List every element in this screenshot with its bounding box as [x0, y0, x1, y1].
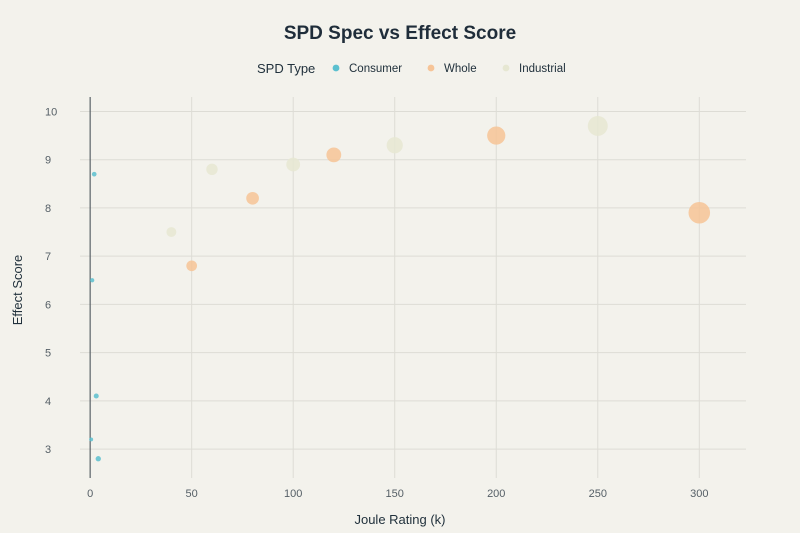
point-whole [688, 201, 711, 224]
y-tick-label: 8 [45, 203, 51, 215]
legend-marker-industrial [502, 64, 510, 72]
y-tick-label: 3 [45, 444, 51, 456]
y-tick-label: 4 [45, 396, 51, 408]
data-points [89, 115, 711, 462]
x-tick-label: 100 [284, 488, 302, 500]
legend-title: SPD Type [257, 61, 315, 76]
point-industrial [166, 227, 177, 237]
x-tick-label: 0 [87, 488, 93, 500]
y-tick-label: 10 [45, 106, 57, 118]
point-consumer [90, 278, 95, 283]
legend: SPD Type Consumer Whole Industrial [257, 61, 566, 76]
point-industrial [206, 163, 218, 176]
legend-label-whole: Whole [444, 63, 477, 75]
legend-marker-consumer [332, 64, 340, 72]
x-tick-label: 200 [487, 488, 505, 500]
legend-label-industrial: Industrial [519, 63, 566, 75]
point-whole [487, 126, 506, 145]
x-axis-label: Joule Rating (k) [354, 512, 445, 527]
point-industrial [587, 115, 608, 136]
point-consumer [95, 456, 101, 462]
legend-label-consumer: Consumer [349, 63, 402, 75]
point-consumer [91, 171, 97, 177]
y-axis-label: Effect Score [10, 255, 25, 326]
y-tick-label: 5 [45, 348, 51, 360]
x-tick-label: 50 [186, 488, 198, 500]
y-tick-label: 6 [45, 299, 51, 311]
legend-marker-whole [427, 64, 435, 72]
x-tick-label: 250 [589, 488, 607, 500]
chart-title: SPD Spec vs Effect Score [284, 23, 516, 44]
point-whole [246, 191, 259, 205]
y-tick-label: 7 [45, 251, 51, 263]
x-tick-label: 150 [386, 488, 404, 500]
point-consumer [93, 393, 99, 399]
point-industrial [286, 157, 301, 172]
point-whole [326, 147, 342, 163]
point-consumer [89, 437, 94, 442]
y-tick-label: 9 [45, 155, 51, 167]
grid [80, 97, 746, 478]
point-whole [186, 260, 198, 272]
point-industrial [386, 137, 403, 154]
x-tick-label: 300 [690, 488, 708, 500]
